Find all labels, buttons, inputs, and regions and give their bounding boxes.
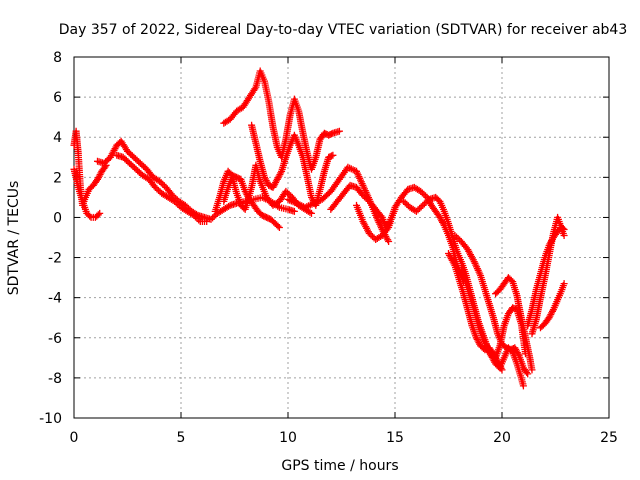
series-track-i — [284, 163, 393, 245]
y-tick-label: -10 — [39, 411, 62, 427]
data-marks — [70, 67, 568, 390]
series-track-o — [445, 250, 506, 374]
plus-markers — [537, 280, 568, 332]
y-tick-label: -6 — [48, 331, 62, 347]
y-tick-label: -2 — [48, 251, 62, 267]
plus-markers — [492, 274, 536, 374]
y-tick-label: 2 — [53, 170, 62, 186]
series-track-r — [528, 213, 568, 338]
y-tick-label: 6 — [53, 90, 62, 106]
plus-markers — [70, 165, 104, 221]
series-track-f — [220, 67, 343, 173]
x-tick-label: 10 — [279, 430, 297, 446]
axis-ticks: 0 5 10 15 20 25 -10 -8 -6 -4 -2 0 2 4 6 8 — [39, 50, 618, 446]
y-tick-label: -4 — [48, 291, 62, 307]
plus-markers — [284, 163, 393, 245]
series-track-b — [70, 165, 104, 221]
y-axis-label: SDTVAR / TECUs — [6, 181, 22, 296]
series-track-a — [70, 127, 110, 209]
chart-title: Day 357 of 2022, Sidereal Day-to-day VTE… — [59, 22, 628, 38]
x-tick-label: 20 — [493, 430, 511, 446]
plus-markers — [113, 151, 211, 225]
x-tick-label: 5 — [177, 430, 186, 446]
plus-markers — [528, 213, 568, 338]
x-axis-label: GPS time / hours — [281, 458, 398, 474]
plus-markers — [353, 183, 467, 286]
x-tick-label: 25 — [600, 430, 618, 446]
series-track-e — [220, 161, 315, 217]
series-track-s — [537, 280, 568, 332]
x-tick-label: 0 — [70, 430, 79, 446]
plus-markers — [220, 67, 343, 173]
series-track-p — [492, 274, 536, 374]
plus-markers — [220, 161, 315, 217]
y-tick-label: 4 — [53, 130, 62, 146]
x-tick-label: 15 — [386, 430, 404, 446]
plot-frame — [73, 56, 610, 419]
series-track-h — [211, 167, 283, 231]
y-tick-label: 0 — [53, 210, 62, 226]
plus-markers — [70, 127, 110, 209]
y-tick-label: 8 — [53, 50, 62, 66]
plus-markers — [211, 167, 283, 231]
y-tick-label: -8 — [48, 371, 62, 387]
series-track-k — [353, 183, 467, 286]
series-track-d — [113, 151, 211, 225]
plus-markers — [445, 250, 506, 374]
